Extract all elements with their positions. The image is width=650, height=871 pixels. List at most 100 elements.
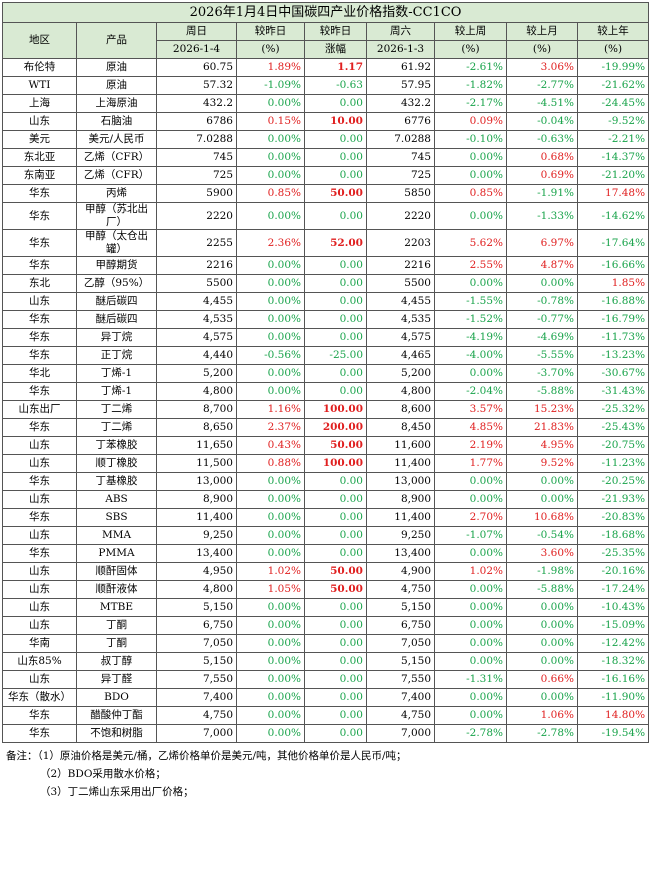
table-cell: 0.00%	[506, 472, 578, 491]
table-cell: 布伦特	[2, 58, 77, 77]
table-cell: 13,000	[366, 472, 435, 491]
table-cell: BDO	[76, 688, 157, 707]
table-cell: 山东	[2, 526, 77, 545]
table-cell: 1.06%	[506, 706, 578, 725]
table-cell: 4,535	[156, 310, 237, 329]
table-cell: 0.00%	[506, 652, 578, 671]
table-row: 华东 异丁烷 4,575 0.00% 0.00 4,575 -4.19% -4.69% -11.…	[2, 328, 650, 347]
table-cell: 丁酮	[76, 616, 157, 635]
table-cell: 0.00%	[506, 274, 578, 293]
table-cell: 8,900	[156, 490, 237, 509]
note-line: （3）丁二烯山东采用出厂价格；	[40, 786, 194, 798]
table-cell: 0.00	[304, 328, 367, 347]
table-cell: 4.95%	[506, 436, 578, 455]
column-subheader: (%)	[576, 40, 650, 59]
table-cell: 甲醇（太仓出罐）	[76, 229, 157, 257]
table-cell: 2220	[156, 202, 237, 230]
table-cell: 0.00%	[236, 364, 305, 383]
table-cell: 0.00%	[236, 544, 305, 563]
table-cell: 丁基橡胶	[76, 472, 157, 491]
table-cell: 2216	[366, 256, 435, 275]
table-cell: -20.16%	[576, 562, 650, 581]
table-cell: 山东	[2, 112, 77, 131]
table-cell: 甲醇期货	[76, 256, 157, 275]
table-cell: 乙醇（95%）	[76, 274, 157, 293]
table-cell: 5500	[156, 274, 237, 293]
table-cell: 0.00%	[506, 616, 578, 635]
table-cell: -5.88%	[506, 580, 578, 599]
table-row: 山东 MTBE 5,150 0.00% 0.00 5,150 0.00% 0.00% -10.4…	[2, 598, 650, 617]
table-cell: 山东	[2, 292, 77, 311]
note-line: （2）BDO采用散水价格；	[40, 768, 166, 780]
table-cell: 2.55%	[434, 256, 507, 275]
table-cell: 21.83%	[506, 418, 578, 437]
table-cell: -1.52%	[434, 310, 507, 329]
table-cell: 醋酸仲丁酯	[76, 706, 157, 725]
table-cell: 4,750	[156, 706, 237, 725]
table-cell: 745	[156, 148, 237, 167]
table-cell: -11.23%	[576, 454, 650, 473]
table-cell: -16.66%	[576, 256, 650, 275]
table-cell: 10.00	[304, 112, 367, 131]
table-cell: -4.51%	[506, 94, 578, 113]
table-cell: 2.19%	[434, 436, 507, 455]
table-cell: -0.54%	[506, 526, 578, 545]
table-cell: 0.00	[304, 490, 367, 509]
table-cell: 华东	[2, 706, 77, 725]
table-row: 华东 丁烯-1 4,800 0.00% 0.00 4,800 -2.04% -5.88% -31…	[2, 382, 650, 401]
table-cell: -20.25%	[576, 472, 650, 491]
table-cell: -11.73%	[576, 328, 650, 347]
table-cell: -30.67%	[576, 364, 650, 383]
table-cell: -5.88%	[506, 382, 578, 401]
table-cell: 丁苯橡胶	[76, 436, 157, 455]
table-cell: -2.17%	[434, 94, 507, 113]
table-row: 美元 美元/人民币 7.0288 0.00% 0.00 7.0288 -0.10% -0.63…	[2, 130, 650, 149]
table-cell: 11,600	[366, 436, 435, 455]
table-cell: 0.00	[304, 526, 367, 545]
table-cell: -21.62%	[576, 76, 650, 95]
table-cell: 0.69%	[506, 166, 578, 185]
table-cell: 丁烯-1	[76, 364, 157, 383]
table-cell: 原油	[76, 58, 157, 77]
table-cell: PMMA	[76, 544, 157, 563]
notes: 备注：（1）原油价格是美元/桶，乙烯价格单价是美元/吨，其他价格单价是人民币/吨…	[2, 743, 648, 801]
table-cell: -9.52%	[576, 112, 650, 131]
table-cell: 7,050	[156, 634, 237, 653]
table-cell: 0.00%	[236, 490, 305, 509]
table-cell: 华北	[2, 364, 77, 383]
column-header: 较昨日	[304, 22, 367, 41]
column-header: 周日	[156, 22, 237, 41]
table-cell: 725	[366, 166, 435, 185]
table-cell: 0.00	[304, 508, 367, 527]
table-cell: 山东85%	[2, 652, 77, 671]
column-header: 周六	[366, 22, 435, 41]
table-row: 山东 石脑油 6786 0.15% 10.00 6776 0.09% -0.04% -9.52%	[2, 112, 650, 131]
table-cell: -11.90%	[576, 688, 650, 707]
column-subheader: (%)	[236, 40, 305, 59]
table-cell: 0.00	[304, 652, 367, 671]
table-cell: -2.61%	[434, 58, 507, 77]
table-cell: -10.43%	[576, 598, 650, 617]
table-cell: 6776	[366, 112, 435, 131]
table-cell: 3.60%	[506, 544, 578, 563]
table-cell: 0.85%	[434, 184, 507, 203]
table-row: 山东 MMA 9,250 0.00% 0.00 9,250 -1.07% -0.54% -18.…	[2, 526, 650, 545]
table-cell: 4,950	[156, 562, 237, 581]
table-cell: 0.00%	[434, 148, 507, 167]
table-cell: -1.07%	[434, 526, 507, 545]
table-cell: 叔丁醇	[76, 652, 157, 671]
note-line: 备注：（1）原油价格是美元/桶，乙烯价格单价是美元/吨，其他价格单价是人民币/吨…	[6, 750, 407, 762]
table-cell: 华东	[2, 328, 77, 347]
table-cell: 50.00	[304, 562, 367, 581]
column-subheader: (%)	[506, 40, 578, 59]
table-cell: -1.98%	[506, 562, 578, 581]
table-cell: 1.17	[304, 58, 367, 77]
table-cell: 0.00%	[434, 202, 507, 230]
table-cell: -17.64%	[576, 229, 650, 257]
table-cell: 顺酐液体	[76, 580, 157, 599]
table-cell: -1.33%	[506, 202, 578, 230]
table-cell: 0.88%	[236, 454, 305, 473]
table-cell: 725	[156, 166, 237, 185]
table-cell: 华东	[2, 256, 77, 275]
